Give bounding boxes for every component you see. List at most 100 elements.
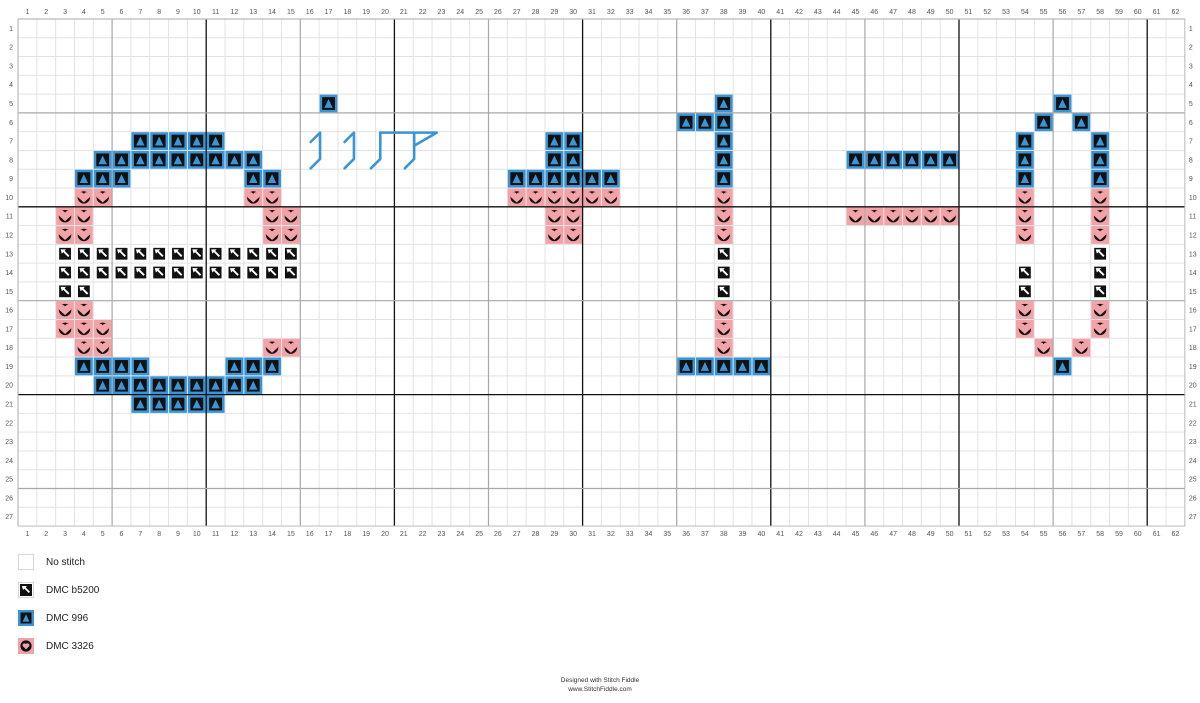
triangle-icon [98,380,107,390]
column-number: 36 [682,531,690,538]
heart-icon [58,323,72,334]
column-number: 11 [212,531,219,538]
triangle-icon [211,155,220,165]
column-number: 31 [588,531,596,538]
arrow-icon [60,249,70,258]
column-number: 19 [362,9,370,16]
row-number: 10 [1189,195,1197,202]
row-number: 19 [5,364,13,371]
triangle-icon [1020,136,1030,146]
triangle-icon [1095,174,1105,184]
row-number: 16 [5,308,13,315]
triangle-icon [719,99,728,108]
column-number: 6 [120,9,124,16]
column-number: 39 [739,9,747,16]
column-number: 25 [475,531,483,538]
heart-icon [1093,192,1107,203]
row-number: 20 [1189,383,1197,390]
heart-icon [77,323,91,334]
column-number: 32 [607,9,615,16]
column-number: 38 [720,531,728,538]
arrow-icon [211,268,221,276]
column-number: 39 [739,531,747,538]
column-number: 57 [1077,9,1085,16]
column-number: 3 [63,531,67,538]
triangle-icon [267,362,277,371]
heart-icon [246,192,260,203]
arrow-icon [1095,249,1105,258]
column-number: 14 [268,531,276,538]
row-number: 12 [1189,232,1197,239]
triangle-icon [1020,174,1030,184]
heart-icon [1093,304,1107,316]
arrow-icon [79,286,89,295]
triangle-icon [79,174,89,184]
row-number: 9 [9,176,13,183]
column-number: 62 [1172,9,1180,16]
column-number: 34 [645,9,653,16]
triangle-icon [173,136,183,146]
heart-icon [1018,192,1032,203]
backstitch-line [309,131,322,170]
triangle-icon [719,136,728,146]
column-number: 35 [663,9,671,16]
legend-item-dmc-b5200: DMC b5200 [18,580,99,600]
column-number: 51 [965,531,973,538]
column-number: 41 [776,9,784,16]
triangle-icon [719,174,728,184]
row-number: 4 [9,82,13,89]
column-number: 20 [381,531,389,538]
row-number: 24 [5,458,13,465]
arrow-icon [719,249,729,258]
triangle-icon [587,174,597,184]
column-number: 10 [193,531,201,538]
backstitch-line [378,131,439,148]
triangle-icon [98,174,107,184]
arrow-icon [719,286,729,295]
triangle-icon [550,136,559,146]
arrow-icon [98,249,108,258]
column-number: 29 [550,531,558,538]
column-number: 7 [138,531,142,538]
triangle-icon [136,362,145,371]
column-number: 32 [607,531,615,538]
column-number: 22 [419,531,427,538]
column-number: 16 [306,531,314,538]
heart-icon [849,210,862,222]
column-number: 18 [343,531,351,538]
arrow-icon [154,249,164,258]
triangle-icon [851,155,860,165]
column-number: 6 [120,531,124,538]
heart-icon [96,342,109,353]
column-number: 47 [889,531,897,538]
column-number: 28 [532,531,540,538]
triangle-icon [211,136,220,146]
triangle-icon [1058,99,1067,108]
triangle-icon [681,362,691,371]
column-number: 54 [1021,531,1029,538]
row-number: 19 [1189,364,1197,371]
row-number: 8 [9,157,13,164]
triangle-icon [1039,117,1048,127]
triangle-icon [173,155,183,165]
arrow-icon [60,268,70,276]
heart-icon [886,210,900,222]
triangle-icon [98,155,107,165]
triangle-icon [249,155,258,165]
heart-icon [284,229,298,241]
row-number: 13 [1189,251,1197,258]
column-number: 46 [870,9,878,16]
row-number: 27 [5,514,13,521]
column-number: 18 [343,9,351,16]
triangle-icon [192,136,201,146]
column-number: 30 [569,9,577,16]
column-number: 56 [1059,531,1067,538]
arrow-icon [60,286,70,295]
column-number: 12 [231,531,239,538]
column-number: 59 [1115,531,1123,538]
arrow-icon [154,268,164,276]
row-number: 1 [1189,26,1193,33]
triangle-icon [249,380,258,390]
column-number: 24 [456,9,464,16]
column-number: 15 [287,531,295,538]
